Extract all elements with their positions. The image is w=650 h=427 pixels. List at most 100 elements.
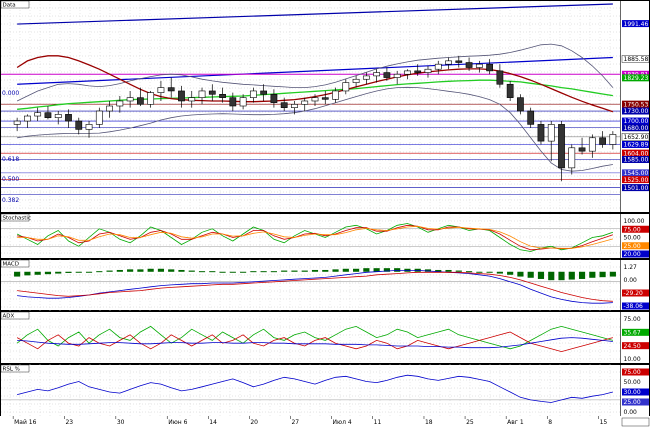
macd-histogram-bar (127, 269, 134, 272)
macd-histogram-bar (55, 271, 62, 274)
macd-histogram-bar (486, 271, 493, 273)
macd-histogram-bar (168, 269, 175, 272)
candle-body (24, 115, 31, 122)
axis-label-bg (622, 398, 649, 406)
axis-label-bg (622, 289, 649, 297)
macd-line (17, 269, 613, 304)
axis-label: 24.50 (624, 343, 641, 350)
axis-label: -38.06 (624, 303, 644, 310)
price-axis-label: 1629.89 (624, 142, 649, 149)
axis-label: 0.00 (624, 277, 638, 284)
macd-histogram-bar (424, 269, 432, 272)
price-axis-label-bg (622, 184, 649, 192)
axis-label: 0.00 (624, 409, 638, 416)
candle-body (383, 72, 391, 78)
macd-histogram-bar (24, 271, 31, 276)
candle-body (475, 63, 483, 68)
x-tick-label: 14 (209, 419, 217, 426)
rsl-line (17, 374, 613, 403)
price-axis-label-bg (622, 169, 649, 177)
axis-label: 75.00 (624, 316, 641, 323)
panel-title: Stochastic (3, 216, 31, 222)
axis-label-bg (622, 342, 649, 350)
macd-histogram-bar (568, 271, 575, 280)
candle-body (404, 70, 411, 75)
x-tick-label: Июн 6 (168, 419, 187, 426)
macd-histogram-bar (96, 271, 103, 273)
macd-histogram-bar (465, 271, 473, 273)
macd-histogram-bar (322, 269, 329, 272)
sma-50-line (17, 79, 613, 110)
candle-body (537, 124, 545, 142)
axis-label: 25.00 (624, 243, 641, 250)
macd-histogram-bar (116, 269, 123, 272)
price-axis-label-bg (622, 70, 649, 78)
candle-body (137, 97, 144, 105)
corner-box (621, 417, 650, 427)
x-tick-label: 20 (250, 419, 258, 426)
panel-title: MACD (3, 262, 20, 268)
macd-signal-line (17, 271, 613, 302)
fib-level-label: 0.618 (2, 156, 19, 163)
candle-body (414, 70, 422, 73)
macd-histogram-bar (435, 269, 442, 272)
candle-body (609, 134, 617, 145)
axis-label: 75.00 (624, 226, 641, 233)
candle-body (434, 63, 442, 70)
x-tick-label: 8 (548, 419, 552, 426)
axis-label: 25.00 (624, 399, 641, 406)
trend_up_2-line (17, 3, 613, 25)
panel-title-box (0, 213, 30, 222)
axis-label-bg (622, 302, 649, 310)
candle-body (198, 90, 206, 98)
candle-body (424, 68, 432, 73)
macd-histogram-bar (281, 270, 288, 272)
price-axis-label: 1730.00 (624, 108, 649, 115)
axis-label: 50.00 (624, 235, 641, 242)
candle-body (373, 72, 381, 77)
candle-body (517, 97, 524, 112)
candle-body (568, 147, 576, 169)
macd-histogram-bar (209, 271, 216, 273)
panel-title-box (0, 0, 30, 9)
candle-body (599, 137, 606, 145)
candle-body (465, 62, 473, 68)
macd-histogram-bar (445, 269, 452, 272)
candle-body (342, 82, 350, 92)
macd-histogram-bar (527, 271, 534, 278)
macd-histogram-bar (65, 271, 72, 273)
axis-label-bg (622, 250, 649, 258)
candle-body (558, 124, 565, 169)
macd-histogram-bar (229, 271, 236, 273)
candle-body (65, 114, 72, 122)
panel-title: RSL % (3, 367, 20, 373)
trend_up_1-line (17, 56, 613, 85)
macd-histogram-bar (394, 268, 401, 272)
macd-histogram-bar (219, 271, 226, 273)
x-tick-label: Авг 1 (507, 419, 524, 426)
price-axis-label: 1585.00 (624, 157, 649, 164)
candle-body (506, 83, 514, 98)
macd-histogram-bar (188, 270, 195, 272)
candle-body (219, 93, 226, 98)
candle-body (280, 102, 288, 108)
adx-line (17, 337, 613, 349)
candle-body (486, 63, 493, 72)
macd-histogram-bar (558, 271, 565, 281)
candle-body (588, 137, 596, 152)
macd-histogram-bar (609, 271, 616, 277)
axis-label: 1.27 (624, 264, 638, 271)
macd-histogram-bar (240, 271, 247, 273)
candle-body (239, 97, 247, 107)
candle-body (332, 90, 339, 100)
price-axis-label-bg (622, 117, 649, 125)
candle-body (44, 112, 52, 119)
price-axis-label-bg (622, 156, 649, 164)
candle-body (229, 97, 237, 107)
macd-histogram-bar (373, 268, 380, 272)
macd-histogram-bar (270, 271, 277, 273)
macd-histogram-bar (599, 271, 606, 278)
candle-body (75, 120, 83, 130)
x-tick-label: Июл 4 (333, 419, 352, 426)
candle-body (393, 73, 401, 78)
